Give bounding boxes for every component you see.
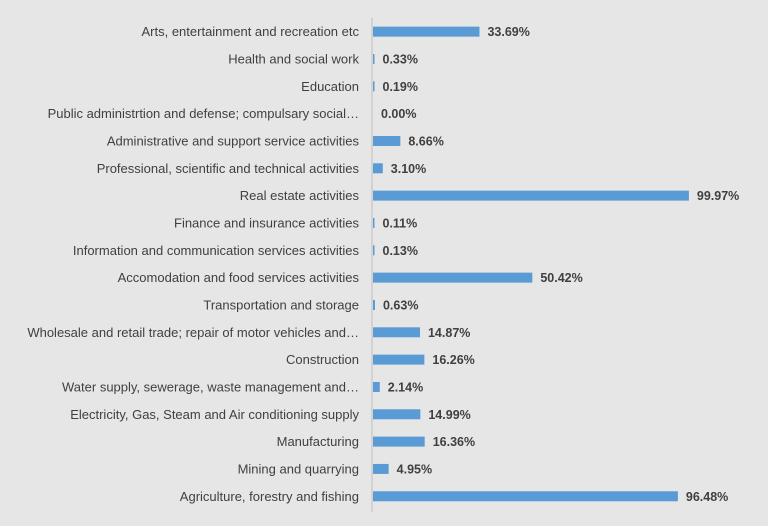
category-label: Electricity, Gas, Steam and Air conditio… (70, 407, 359, 422)
bar (373, 272, 533, 283)
category-label: Public administrtion and defense; compul… (48, 106, 359, 121)
bar (373, 354, 425, 365)
bar (373, 463, 389, 474)
value-label: 16.26% (432, 353, 474, 367)
category-label: Real estate activities (240, 188, 360, 203)
category-label: Accomodation and food services activitie… (118, 270, 360, 285)
category-label: Professional, scientific and technical a… (97, 161, 360, 176)
category-label: Transportation and storage (203, 297, 359, 312)
value-label: 0.63% (383, 298, 418, 312)
category-label: Manufacturing (277, 434, 359, 449)
category-label: Arts, entertainment and recreation etc (141, 24, 359, 39)
bar (373, 245, 375, 256)
category-label: Administrative and support service activ… (107, 133, 360, 148)
bar (373, 190, 689, 201)
bar (373, 409, 421, 420)
value-label: 8.66% (408, 134, 443, 148)
value-label: 33.69% (487, 25, 529, 39)
value-label: 14.99% (428, 408, 470, 422)
value-label: 14.87% (428, 326, 470, 340)
value-label: 0.33% (383, 52, 418, 66)
category-label: Finance and insurance activities (174, 215, 359, 230)
bar (373, 381, 380, 392)
bar (373, 436, 425, 447)
bar (373, 135, 401, 146)
value-label: 0.00% (381, 107, 416, 121)
bar (373, 299, 375, 310)
bar (373, 217, 375, 228)
value-label: 0.11% (383, 216, 418, 230)
category-label: Water supply, sewerage, waste management… (62, 379, 359, 394)
value-label: 99.97% (697, 189, 739, 203)
category-label: Information and communication services a… (73, 243, 360, 258)
bar (373, 491, 678, 502)
bar (373, 26, 480, 37)
value-label: 96.48% (686, 490, 728, 504)
bar (373, 53, 375, 64)
category-label: Wholesale and retail trade; repair of mo… (27, 325, 359, 340)
category-label: Health and social work (228, 51, 359, 66)
value-label: 0.13% (383, 244, 418, 258)
category-label: Mining and quarrying (238, 461, 359, 476)
category-label: Construction (286, 352, 359, 367)
category-label: Education (301, 79, 359, 94)
value-label: 4.95% (397, 462, 432, 476)
bar (373, 81, 375, 92)
value-label: 0.19% (383, 80, 418, 94)
value-label: 2.14% (388, 380, 423, 394)
category-label: Agriculture, forestry and fishing (180, 489, 359, 504)
value-label: 50.42% (540, 271, 582, 285)
bar (373, 163, 383, 174)
value-label: 16.36% (433, 435, 475, 449)
value-label: 3.10% (391, 162, 426, 176)
bar (373, 327, 420, 338)
